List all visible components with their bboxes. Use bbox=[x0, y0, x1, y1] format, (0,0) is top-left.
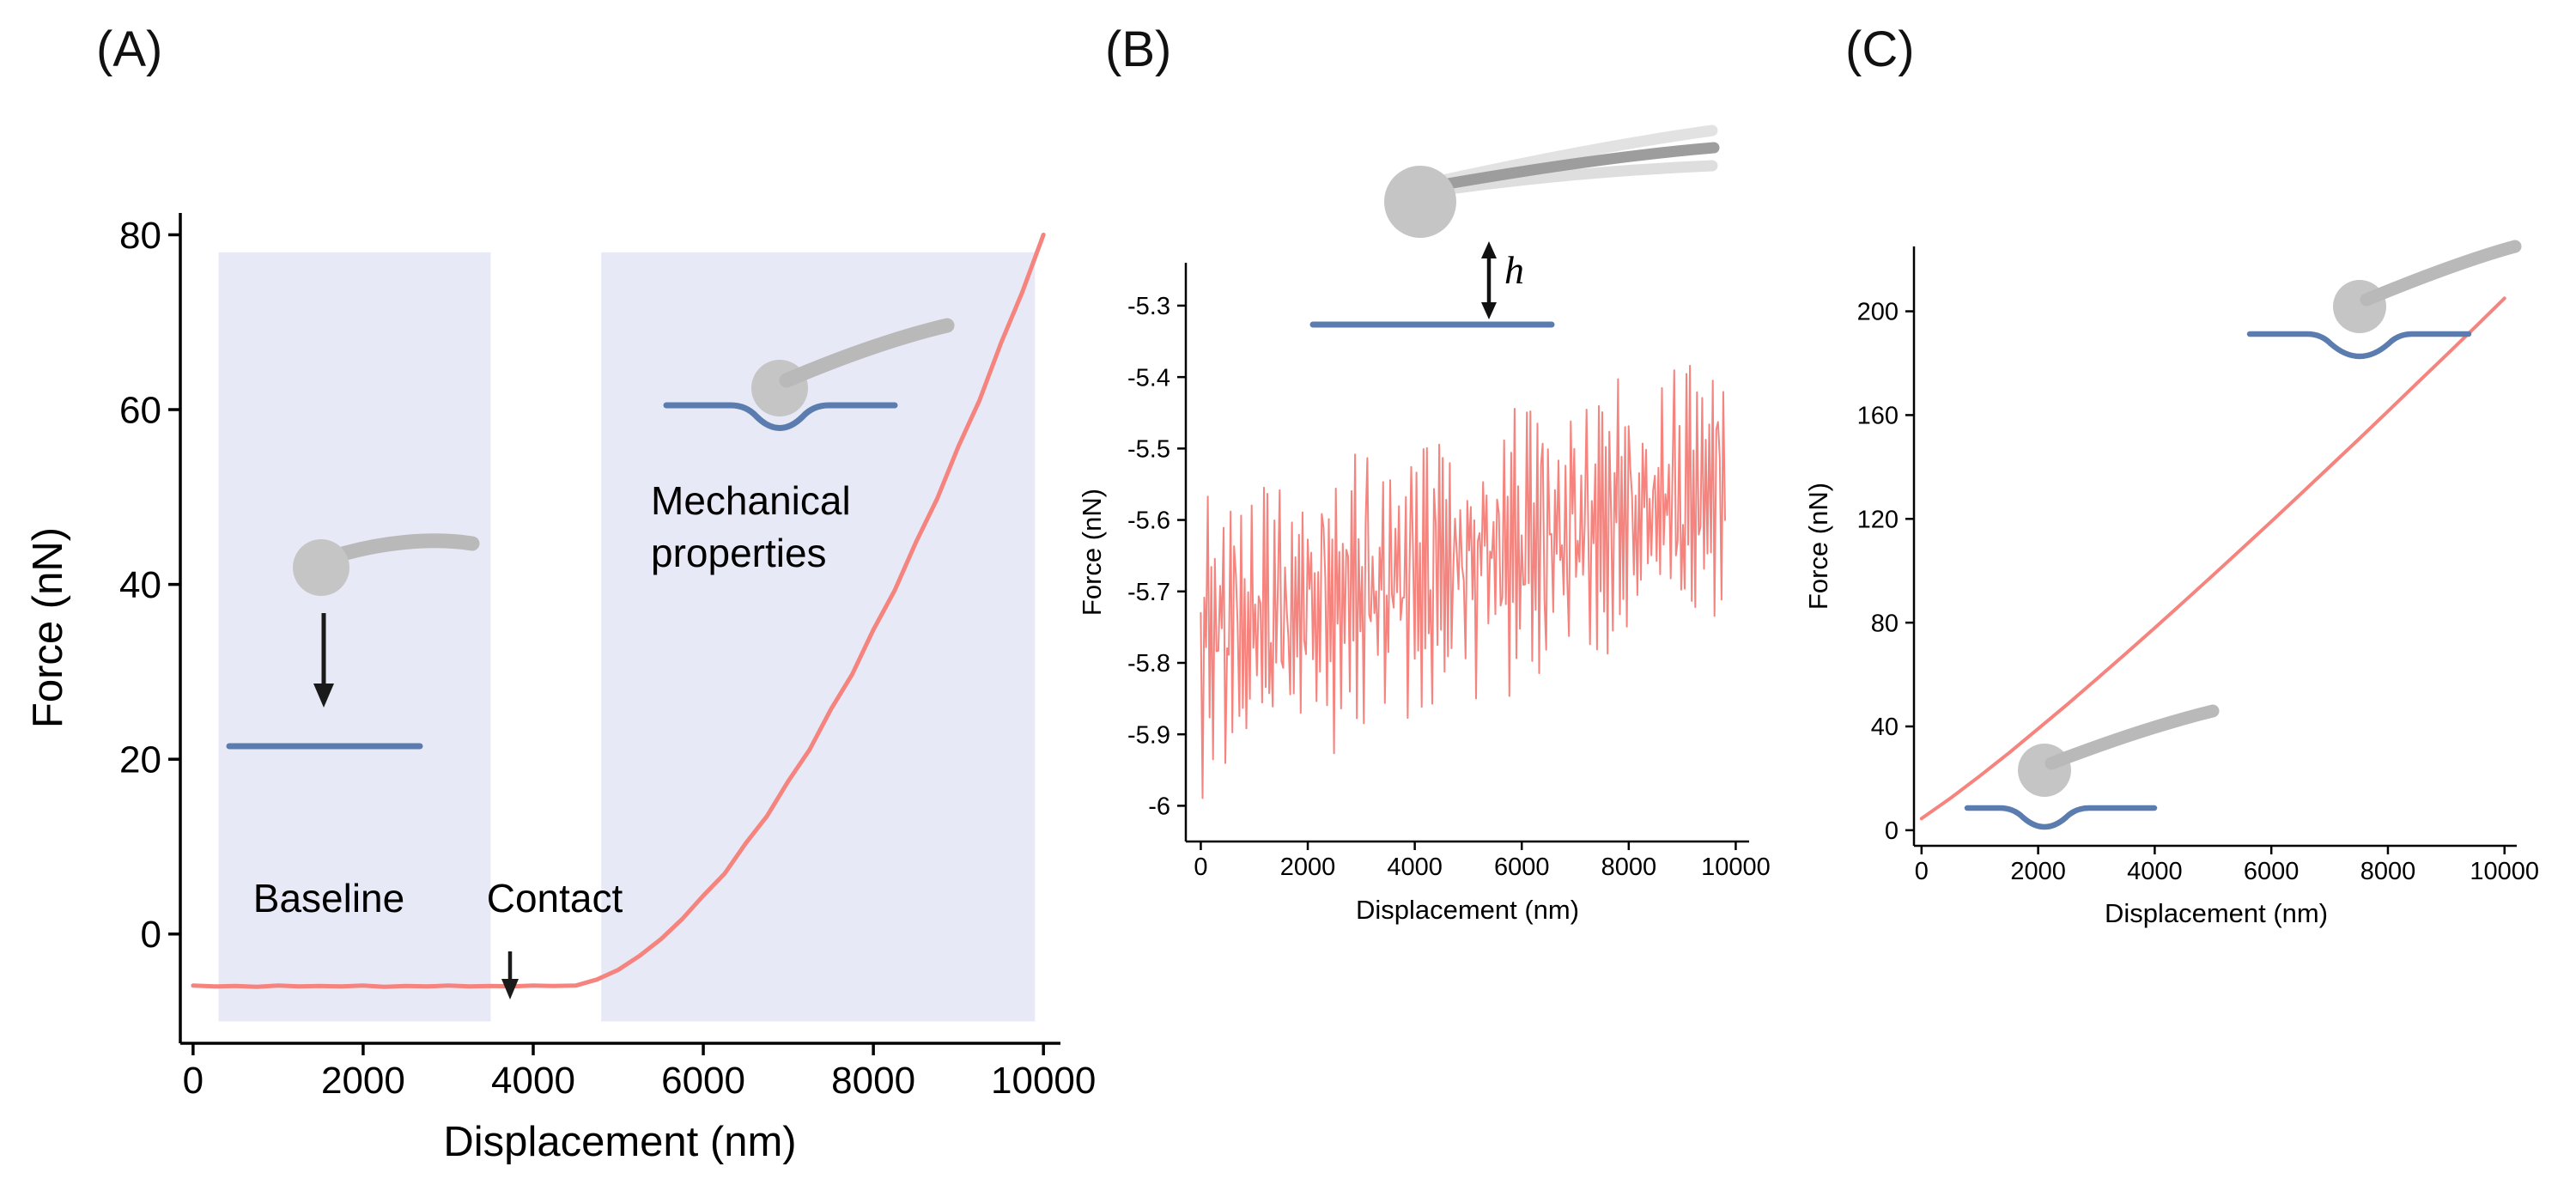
x-tick-label: 2000 bbox=[321, 1060, 405, 1102]
mechanical-properties-line1: Mechanical bbox=[651, 478, 851, 523]
shaded-region-mechanical-properties bbox=[601, 252, 1036, 1022]
cantilever-sphere-indent-icon bbox=[2246, 240, 2522, 360]
data-line-noise-baseline-trace bbox=[1200, 364, 1726, 799]
x-tick-label: 8000 bbox=[2360, 858, 2416, 885]
indented-surface-curve-icon bbox=[2246, 331, 2472, 360]
x-tick-label: 0 bbox=[1194, 854, 1207, 881]
panel-c-y-axis-label: Force (nN) bbox=[1803, 482, 1833, 611]
cantilever-sphere-resting-icon bbox=[1964, 704, 2220, 830]
data-line-force-displacement-curve bbox=[191, 232, 1046, 989]
panel-b-label: (B) bbox=[1105, 21, 1172, 77]
cantilever-ghost-beam-lower bbox=[1437, 160, 1718, 196]
arrow-head-top bbox=[1481, 241, 1497, 258]
cantilever-sphere-indent-icon bbox=[663, 318, 955, 431]
x-tick-label: 0 bbox=[1915, 858, 1929, 885]
y-tick-label: 0 bbox=[1885, 817, 1899, 845]
probe-sphere bbox=[293, 539, 349, 596]
x-tick-label: 6000 bbox=[661, 1060, 745, 1102]
y-tick-label: -5.8 bbox=[1127, 650, 1170, 677]
contact-down-arrow-icon bbox=[501, 951, 519, 999]
x-tick-label: 4000 bbox=[1387, 854, 1443, 881]
chart-C: 0 2000 4000 6000 8000 10000 0 40 80 120 160 200 bbox=[1857, 246, 2539, 885]
cantilever-beam bbox=[2360, 240, 2522, 307]
y-tick-label: 160 bbox=[1857, 403, 1899, 430]
height-h-double-arrow-icon bbox=[1481, 241, 1497, 319]
y-tick-label: -5.6 bbox=[1127, 507, 1170, 535]
probe-sphere bbox=[2333, 280, 2386, 333]
baseline-annotation: Baseline bbox=[252, 876, 405, 920]
indented-surface-curve-icon bbox=[663, 402, 898, 431]
y-tick-label: 80 bbox=[119, 215, 161, 257]
cantilever-beam bbox=[2044, 704, 2220, 770]
mechanical-properties-annotation: Mechanical properties bbox=[651, 475, 851, 580]
panel-c-x-axis-label: Displacement (nm) bbox=[2104, 898, 2329, 928]
contact-annotation: Contact bbox=[486, 876, 623, 920]
x-tick-label: 10000 bbox=[2470, 858, 2539, 885]
icon-layer bbox=[226, 125, 2522, 999]
y-tick-label: 80 bbox=[1871, 610, 1899, 637]
x-tick-label: 4000 bbox=[2127, 858, 2183, 885]
probe-sphere bbox=[1384, 166, 1456, 238]
cantilever-ghost-beam-upper bbox=[1437, 125, 1718, 186]
panel-b-y-axis-label: Force (nN) bbox=[1077, 488, 1107, 617]
y-tick-label: 0 bbox=[141, 914, 161, 956]
x-tick-label: 10000 bbox=[1701, 854, 1771, 881]
x-tick-label: 0 bbox=[183, 1060, 204, 1102]
x-tick-label: 8000 bbox=[1601, 854, 1657, 881]
cantilever-beam bbox=[1437, 142, 1720, 191]
x-tick-label: 10000 bbox=[991, 1060, 1096, 1102]
gap-height-annotation: h bbox=[1504, 248, 1524, 292]
cantilever-sphere-approach-icon bbox=[293, 533, 480, 596]
cantilever-beam bbox=[779, 318, 955, 388]
arrow-head-bottom bbox=[1481, 302, 1497, 319]
y-tick-label: -5.7 bbox=[1127, 579, 1170, 606]
y-tick-label: 200 bbox=[1857, 299, 1899, 326]
y-tick-label: -5.3 bbox=[1127, 293, 1170, 320]
y-tick-label: 40 bbox=[1871, 714, 1899, 741]
y-tick-label: 20 bbox=[119, 739, 161, 781]
y-tick-label: 120 bbox=[1857, 506, 1899, 533]
panel-a-label: (A) bbox=[96, 21, 163, 77]
x-tick-label: 6000 bbox=[1494, 854, 1550, 881]
y-tick-label: 60 bbox=[119, 389, 161, 431]
x-tick-label: 4000 bbox=[491, 1060, 575, 1102]
y-tick-label: -6 bbox=[1148, 793, 1170, 821]
probe-sphere bbox=[2018, 744, 2071, 797]
panel-a-y-axis-label: Force (nN) bbox=[25, 526, 71, 729]
arrow-head bbox=[313, 684, 334, 708]
indented-surface-curve-icon bbox=[1964, 805, 2158, 830]
mechanical-properties-line2: properties bbox=[651, 531, 827, 575]
cantilever-beam bbox=[320, 533, 480, 566]
arrow-head bbox=[501, 979, 519, 999]
y-tick-label: -5.5 bbox=[1127, 435, 1170, 463]
x-tick-label: 2000 bbox=[2010, 858, 2066, 885]
panel-c-label: (C) bbox=[1845, 21, 1915, 77]
x-tick-label: 6000 bbox=[2244, 858, 2300, 885]
data-line-near-linear-force-curve bbox=[1919, 296, 2506, 821]
x-tick-label: 2000 bbox=[1280, 854, 1336, 881]
chart-B: 0 2000 4000 6000 8000 10000 -5.3 -5.4 -5.5 -5.6 -5… bbox=[1127, 263, 1771, 881]
y-tick-label: 40 bbox=[119, 564, 161, 606]
approach-down-arrow-icon bbox=[313, 613, 334, 708]
y-tick-label: -5.4 bbox=[1127, 364, 1170, 392]
shaded-region-baseline bbox=[218, 252, 491, 1022]
panel-a-x-axis-label: Displacement (nm) bbox=[443, 1119, 797, 1165]
chart-A: 0 2000 4000 6000 8000 10000 0 20 40 60 80 bbox=[119, 213, 1096, 1102]
y-tick-label: -5.9 bbox=[1127, 721, 1170, 749]
cantilever-sphere-vibrating-icon bbox=[1384, 125, 1720, 238]
x-tick-label: 8000 bbox=[831, 1060, 915, 1102]
panel-b-x-axis-label: Displacement (nm) bbox=[1355, 895, 1580, 925]
